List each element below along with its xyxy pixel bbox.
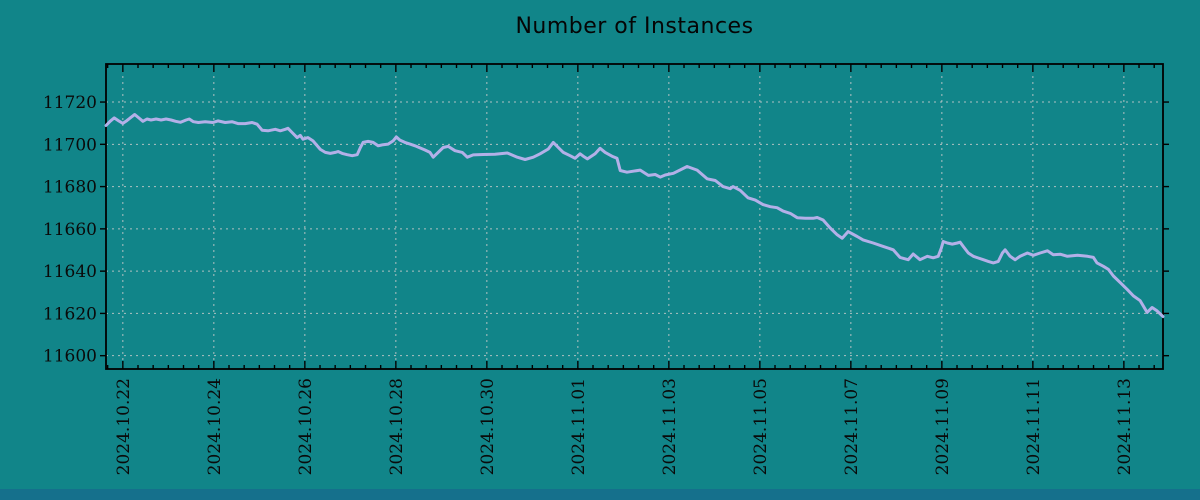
x-tick-label: 2024.10.30 xyxy=(478,378,498,475)
y-tick-label: 11600 xyxy=(43,347,97,367)
x-tick-label: 2024.11.03 xyxy=(660,378,680,475)
x-tick-label: 2024.11.01 xyxy=(569,378,589,475)
y-tick-label: 11620 xyxy=(43,304,97,324)
x-tick-label: 2024.11.11 xyxy=(1024,378,1044,475)
y-tick-label: 11680 xyxy=(43,178,97,198)
x-tick-label: 2024.10.28 xyxy=(387,378,407,475)
x-tick-label: 2024.11.05 xyxy=(751,378,771,475)
bottom-strip xyxy=(0,489,1200,500)
y-tick-label: 11700 xyxy=(43,135,97,155)
y-tick-label: 11720 xyxy=(43,93,97,113)
x-tick-label: 2024.11.13 xyxy=(1115,378,1135,475)
y-tick-label: 11660 xyxy=(43,220,97,240)
x-tick-label: 2024.11.07 xyxy=(842,378,862,475)
x-tick-label: 2024.10.24 xyxy=(205,378,225,475)
x-tick-label: 2024.10.26 xyxy=(296,378,316,475)
chart-title: Number of Instances xyxy=(515,14,754,39)
y-tick-label: 11640 xyxy=(43,262,97,282)
x-tick-label: 2024.11.09 xyxy=(933,378,953,475)
x-tick-label: 2024.10.22 xyxy=(114,378,134,475)
plot-border xyxy=(105,63,1164,370)
series-line-instances xyxy=(104,113,1165,319)
